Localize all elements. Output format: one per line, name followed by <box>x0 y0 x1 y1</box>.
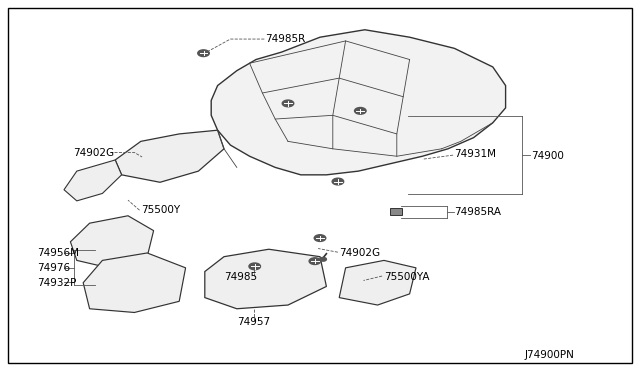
Text: 74957: 74957 <box>237 317 270 327</box>
Text: 74932P: 74932P <box>37 278 77 288</box>
Polygon shape <box>64 160 122 201</box>
Text: 74900: 74900 <box>531 151 564 161</box>
Text: 74985: 74985 <box>224 272 257 282</box>
Text: 74976: 74976 <box>37 263 70 273</box>
Polygon shape <box>115 130 224 182</box>
Text: 74902G: 74902G <box>339 248 380 258</box>
Circle shape <box>355 108 366 114</box>
Circle shape <box>320 257 326 261</box>
Polygon shape <box>70 216 154 268</box>
Circle shape <box>282 100 294 107</box>
Polygon shape <box>83 253 186 312</box>
Circle shape <box>249 263 260 270</box>
Text: 74985RA: 74985RA <box>454 207 501 217</box>
Polygon shape <box>339 260 416 305</box>
Text: 75500Y: 75500Y <box>141 205 180 215</box>
Polygon shape <box>211 30 506 175</box>
Polygon shape <box>205 249 326 309</box>
Bar <box>390 208 402 215</box>
Text: 74931M: 74931M <box>454 150 497 159</box>
Circle shape <box>198 50 209 57</box>
Circle shape <box>332 178 344 185</box>
Text: 74985R: 74985R <box>266 34 306 44</box>
Circle shape <box>309 258 321 264</box>
Text: J74900PN: J74900PN <box>525 350 575 360</box>
Circle shape <box>314 235 326 241</box>
Text: 74902G: 74902G <box>74 148 115 157</box>
Text: 74956M: 74956M <box>37 248 79 258</box>
Text: 75500YA: 75500YA <box>384 272 429 282</box>
